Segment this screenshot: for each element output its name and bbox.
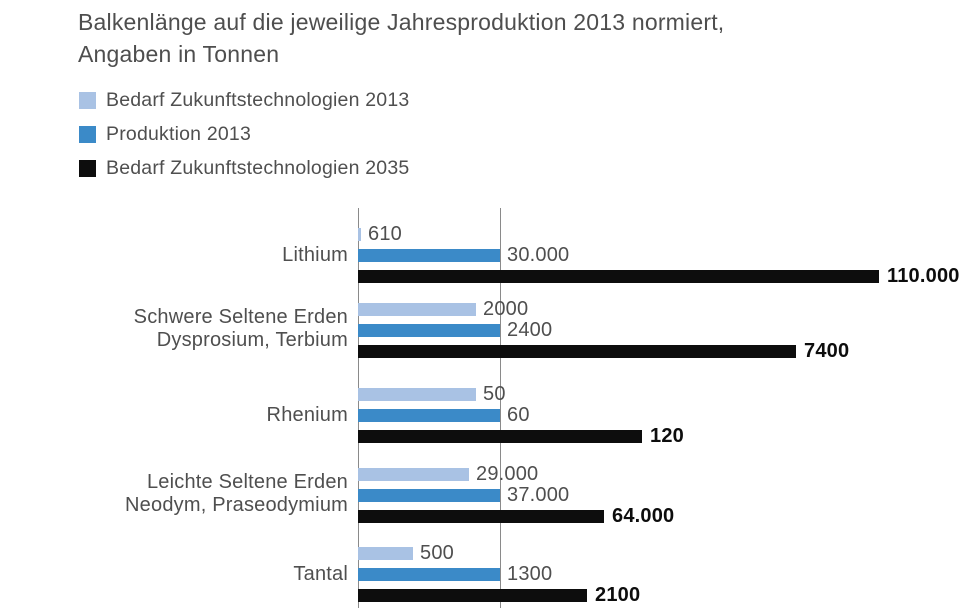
category-label-line: Leichte Seltene Erden	[146, 471, 348, 493]
bar-bedarf-2035	[358, 345, 796, 358]
bar-produktion-2013	[358, 568, 500, 581]
bar-bedarf-2013	[358, 303, 476, 316]
category-label: Rhenium	[40, 404, 348, 427]
bar-bedarf-2035	[358, 270, 879, 283]
chart-title-line-2: Angaben in Tonnen	[78, 41, 280, 67]
bar-value-label: 500	[420, 542, 454, 564]
bar-value-label: 37.000	[507, 484, 570, 506]
bar-value-label: 30.000	[507, 244, 570, 266]
legend: Bedarf Zukunftstechnologien 2013 Produkti…	[79, 89, 410, 194]
bar-produktion-2013	[358, 409, 500, 422]
bar-bedarf-2035	[358, 510, 604, 523]
chart-title: Balkenlänge auf die jeweilige Jahresprod…	[78, 6, 724, 70]
bar-value-label: 50	[483, 383, 506, 405]
category-label-line: Lithium	[282, 244, 348, 266]
bar-value-label: 2100	[595, 584, 641, 606]
category-label: Leichte Seltene Erden Neodym, Praseodymiu…	[40, 471, 348, 517]
bar-produktion-2013	[358, 489, 500, 502]
category-label: Lithium	[40, 244, 348, 267]
category-label-line: Schwere Seltene Erden	[133, 306, 348, 328]
bar-value-label: 7400	[804, 340, 850, 362]
legend-item-1: Bedarf Zukunftstechnologien 2013	[79, 89, 410, 111]
bar-bedarf-2013	[358, 547, 413, 560]
category-label: Schwere Seltene Erden Dysprosium, Terbium	[40, 306, 348, 352]
category-label-line: Tantal	[293, 563, 348, 585]
bar-value-label: 1300	[507, 563, 553, 585]
bar-bedarf-2013	[358, 228, 361, 241]
bar-bedarf-2013	[358, 468, 469, 481]
bar-value-label: 60	[507, 404, 530, 426]
legend-item-label: Produktion 2013	[106, 123, 252, 145]
category-label-line: Neodym, Praseodymium	[125, 494, 348, 516]
bar-value-label: 64.000	[612, 505, 675, 527]
legend-swatch-icon	[79, 92, 96, 109]
bar-value-label: 610	[368, 223, 402, 245]
chart-title-line-1: Balkenlänge auf die jeweilige Jahresprod…	[78, 9, 725, 35]
bar-bedarf-2035	[358, 589, 587, 602]
bar-bedarf-2035	[358, 430, 642, 443]
category-label: Tantal	[40, 563, 348, 586]
reference-line	[500, 208, 501, 608]
bar-value-label: 2400	[507, 319, 553, 341]
legend-item-2: Produktion 2013	[79, 123, 409, 145]
legend-swatch-icon	[79, 126, 96, 143]
legend-item-3: Bedarf Zukunftstechnologien 2035	[79, 157, 410, 179]
bar-value-label: 2000	[483, 298, 529, 320]
category-label-line: Rhenium	[266, 404, 348, 426]
bar-bedarf-2013	[358, 388, 476, 401]
bar-value-label: 110.000	[887, 265, 960, 287]
category-label-line: Dysprosium, Terbium	[156, 329, 348, 351]
legend-item-label: Bedarf Zukunftstechnologien 2013	[106, 89, 410, 111]
bar-produktion-2013	[358, 324, 500, 337]
legend-swatch-icon	[79, 160, 96, 177]
bar-value-label: 29.000	[476, 463, 539, 485]
bar-produktion-2013	[358, 249, 500, 262]
bar-value-label: 120	[650, 425, 684, 447]
legend-item-label: Bedarf Zukunftstechnologien 2035	[106, 157, 410, 179]
axis-baseline	[358, 208, 359, 608]
